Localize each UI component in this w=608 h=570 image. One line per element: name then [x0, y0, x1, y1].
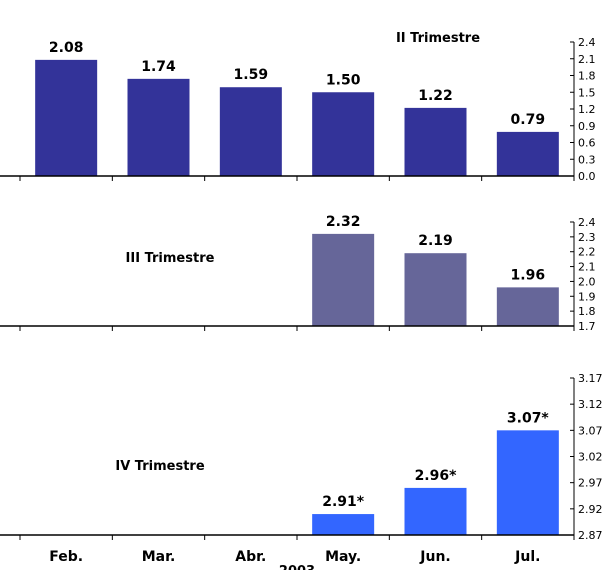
x-axis-title: 2003 — [279, 564, 315, 570]
bar-value-label: 1.96 — [511, 267, 546, 283]
y-tick-label: 1.8 — [578, 70, 596, 83]
bar-jul — [496, 131, 559, 176]
x-category-label: Jul. — [514, 549, 540, 565]
bar-value-label: 1.22 — [418, 88, 453, 104]
y-tick-label: 2.92 — [578, 503, 603, 516]
bar-value-label: 0.79 — [511, 112, 546, 128]
x-axis-labels: Feb. Mar. Abr. May. Jun. Jul. 2003 — [49, 549, 540, 570]
y-tick-label: 2.87 — [578, 529, 603, 542]
x-category-label: May. — [325, 549, 361, 565]
y-tick-label: 2.2 — [578, 246, 596, 259]
bar-value-label: 2.19 — [418, 233, 453, 249]
bar-value-label: 1.74 — [141, 59, 176, 75]
x-category-label: Feb. — [49, 549, 83, 565]
y-tick-label: 3.12 — [578, 398, 603, 411]
bar-value-label: 2.96* — [415, 468, 458, 484]
y-tick-label: 1.5 — [578, 86, 596, 99]
chart-panels: 2.08 1.74 1.59 1.50 1.22 0.79 II Trimestre 0.0 0… — [0, 31, 603, 542]
bar-mar — [127, 78, 190, 176]
y-tick-label: 2.1 — [578, 261, 596, 274]
y-tick-label: 2.97 — [578, 477, 603, 490]
bar-value-label: 1.59 — [234, 67, 269, 83]
panel-3: 2.91* 2.96* 3.07* IV Trimestre 2.87 2.92 2.97 3… — [0, 372, 603, 542]
y-tick-label: 1.9 — [578, 290, 596, 303]
panel-title: IV Trimestre — [115, 459, 204, 474]
y-tick-label: 1.2 — [578, 103, 596, 116]
y-tick-label: 0.9 — [578, 120, 596, 133]
panel-title: II Trimestre — [396, 31, 480, 46]
bar-may — [312, 92, 375, 176]
bar-value-label: 2.32 — [326, 214, 361, 230]
bar-jun — [404, 253, 467, 326]
bar-may — [312, 233, 375, 326]
bar-value-label: 2.08 — [49, 40, 84, 56]
y-tick-label: 1.8 — [578, 305, 596, 318]
y-tick-label: 3.17 — [578, 372, 603, 385]
bar-jul — [496, 287, 559, 326]
bar-feb — [35, 59, 98, 176]
bar-jun — [404, 107, 467, 176]
y-tick-label: 2.0 — [578, 275, 596, 288]
bar-may — [312, 514, 375, 535]
bar-abr — [219, 87, 282, 176]
bar-value-label: 1.50 — [326, 72, 361, 88]
y-tick-label: 0.3 — [578, 153, 596, 166]
y-tick-label: 2.4 — [578, 216, 596, 229]
y-tick-label: 3.02 — [578, 451, 603, 464]
y-tick-label: 1.7 — [578, 320, 596, 333]
y-tick-label: 0.0 — [578, 170, 596, 183]
x-category-label: Mar. — [142, 549, 176, 565]
bar-value-label: 3.07* — [507, 410, 550, 426]
panel-title: III Trimestre — [126, 251, 215, 266]
bar-value-label: 2.91* — [322, 494, 365, 510]
bar-jun — [404, 487, 467, 535]
y-tick-label: 2.3 — [578, 231, 596, 244]
y-tick-label: 0.6 — [578, 137, 596, 150]
panel-1: 2.08 1.74 1.59 1.50 1.22 0.79 II Trimestre 0.0 0… — [0, 31, 596, 183]
x-category-label: Abr. — [235, 549, 266, 565]
y-tick-label: 2.1 — [578, 53, 596, 66]
x-category-label: Jun. — [419, 549, 450, 565]
y-tick-label: 2.4 — [578, 36, 596, 49]
bar-jul — [496, 430, 559, 535]
panel-2: 2.32 2.19 1.96 III Trimestre 1.7 1.8 1.9 2.02.1… — [0, 214, 596, 333]
y-tick-label: 3.07 — [578, 424, 603, 437]
